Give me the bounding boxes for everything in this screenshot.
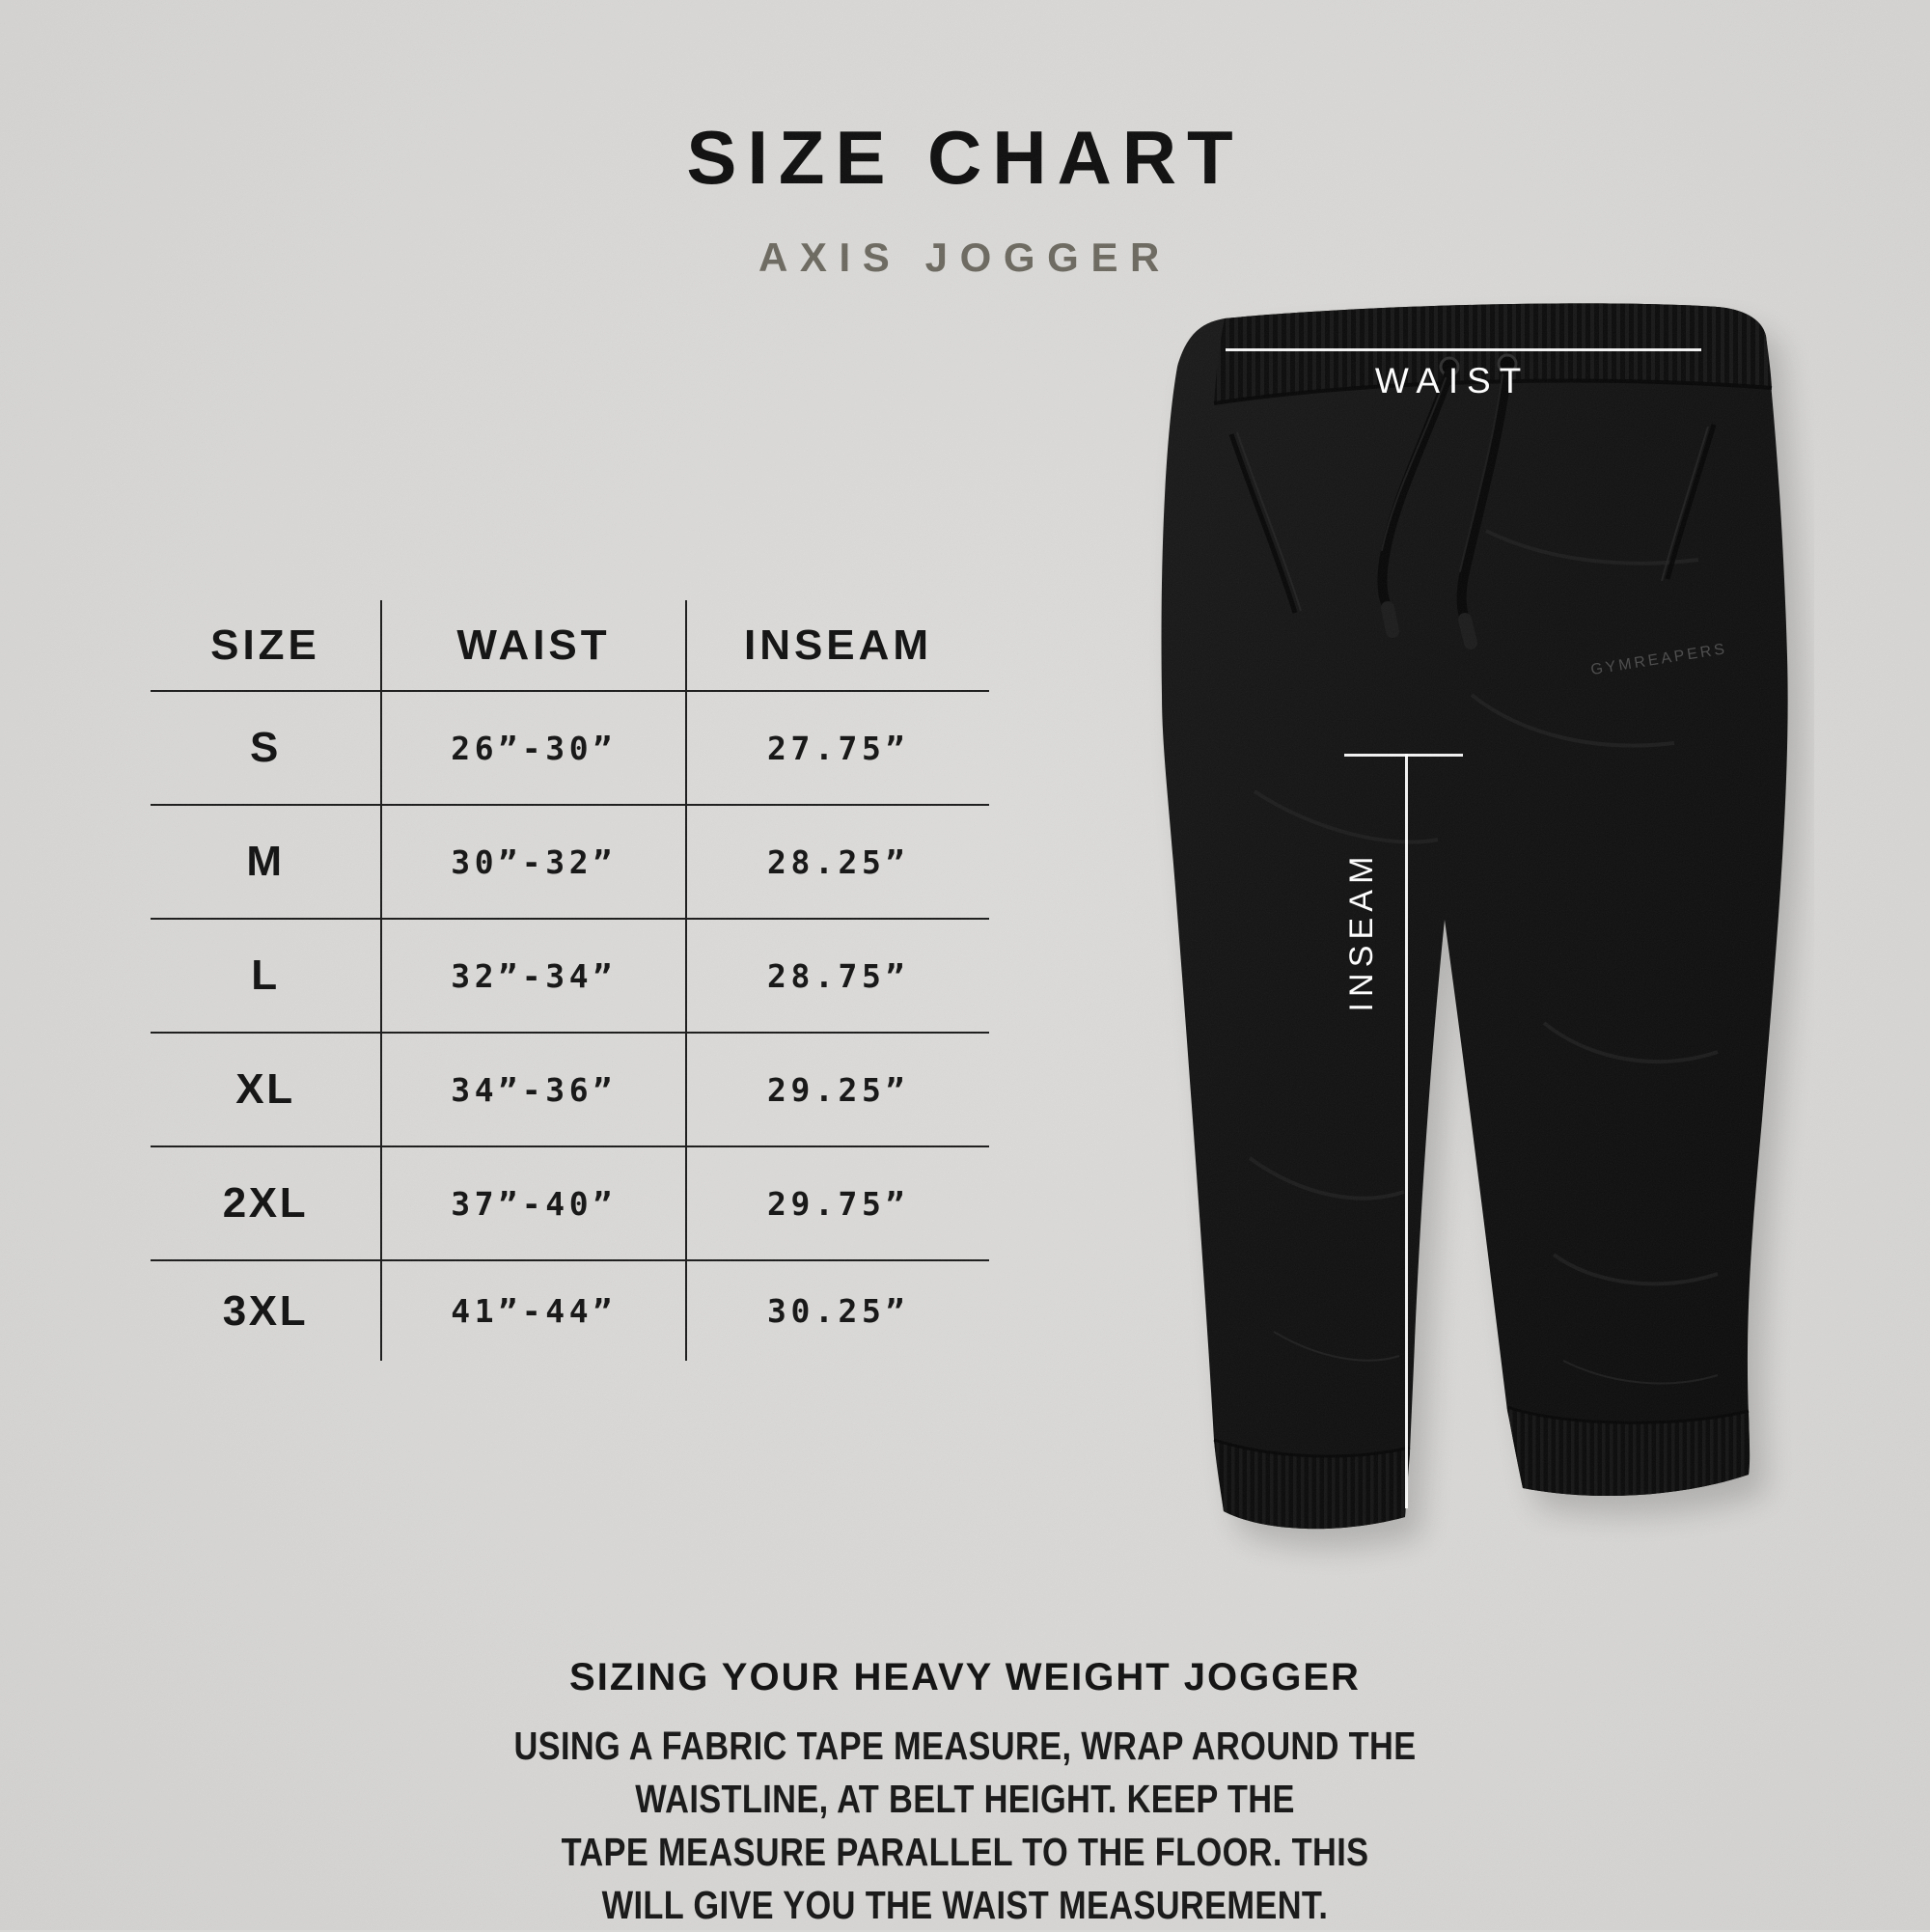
instruction-line: USING A FABRIC TAPE MEASURE, WRAP AROUND… (513, 1725, 1417, 1768)
column-header-waist: WAIST (382, 600, 687, 692)
waist-label: WAIST (1374, 361, 1530, 400)
jogger-product-photo: GYMREAPERS (1139, 290, 1814, 1592)
jogger-illustration: GYMREAPERS (1161, 303, 1804, 1549)
instruction-line: TAPE MEASURE PARALLEL TO THE FLOOR. THIS (561, 1831, 1369, 1875)
cell-waist-l: 32”-34” (382, 920, 687, 1034)
cell-inseam-s: 27.75” (687, 692, 989, 806)
inseam-measure-line (1405, 754, 1408, 1508)
waist-measure-line (1226, 348, 1701, 351)
instruction-line: WAISTLINE, AT BELT HEIGHT. KEEP THE (635, 1778, 1295, 1822)
cell-waist-xl: 34”-36” (382, 1034, 687, 1147)
inseam-measure-top-bar (1344, 754, 1463, 757)
column-header-inseam: INSEAM (687, 600, 989, 692)
size-table: SIZE WAIST INSEAM S 26”-30” 27.75” M 30”… (151, 600, 989, 1361)
cell-size-2xl: 2XL (151, 1147, 382, 1261)
cell-inseam-3xl: 30.25” (767, 1292, 909, 1330)
cell-size-s: S (151, 692, 382, 806)
cell-size-l: L (151, 920, 382, 1034)
cell-waist-m: 30”-32” (382, 806, 687, 920)
page-subtitle: AXIS JOGGER (758, 235, 1172, 280)
cell-waist-3xl: 41”-44” (382, 1261, 687, 1361)
cell-inseam-2xl: 29.75” (687, 1147, 989, 1261)
cell-waist-2xl: 37”-40” (382, 1147, 687, 1261)
instruction-line: WILL GIVE YOU THE WAIST MEASUREMENT. (601, 1884, 1329, 1928)
cell-size-m: M (151, 806, 382, 920)
cell-inseam-m: 28.25” (687, 806, 989, 920)
page-title: SIZE CHART (686, 115, 1244, 200)
cell-waist-s: 26”-30” (382, 692, 687, 806)
cell-size-xl: XL (151, 1034, 382, 1147)
drawstring-aglet-left (1381, 601, 1399, 638)
inseam-label: INSEAM (1343, 850, 1380, 1012)
footer-heading: SIZING YOUR HEAVY WEIGHT JOGGER (569, 1656, 1361, 1698)
footer-instructions: USING A FABRIC TAPE MEASURE, WRAP AROUND… (135, 1720, 1795, 1932)
drawstring-aglet-right (1458, 613, 1477, 649)
cell-size-3xl: 3XL (151, 1261, 382, 1361)
cell-inseam-xl: 29.25” (687, 1034, 989, 1147)
column-header-size: SIZE (151, 600, 382, 692)
cell-inseam-l: 28.75” (687, 920, 989, 1034)
